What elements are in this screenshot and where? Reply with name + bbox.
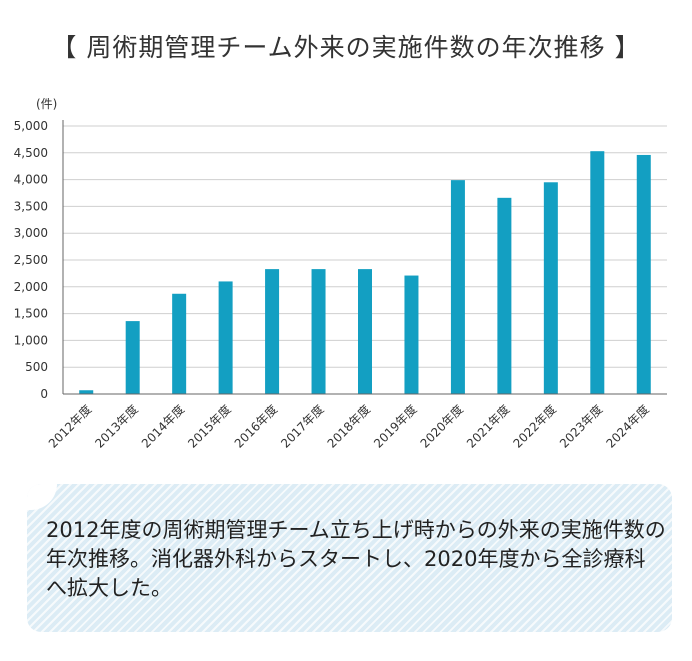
y-tick-label: 4,500 [14, 146, 48, 160]
y-tick-label: 5,000 [14, 119, 48, 133]
bar-2022年度 [543, 182, 558, 394]
bar-2021年度 [497, 197, 512, 394]
y-tick-label: 3,000 [14, 226, 48, 240]
x-tick-label: 2018年度 [324, 402, 373, 451]
y-tick-label: 2,500 [14, 253, 48, 267]
bar-2016年度 [265, 269, 280, 394]
x-tick-label: 2023年度 [556, 402, 605, 451]
x-tick-label: 2022年度 [510, 402, 559, 451]
x-tick-label: 2014年度 [138, 402, 187, 451]
x-tick-label: 2024年度 [603, 402, 652, 451]
bar-2024年度 [636, 154, 651, 394]
bar-chart: 0 500 1,000 1,500 2,000 2,500 3,000 3,500 4,000 4… [14, 97, 667, 451]
x-tick-label: 2021年度 [463, 402, 512, 451]
bar-2018年度 [358, 269, 372, 394]
bar-2017年度 [311, 269, 326, 394]
bar-2012年度 [79, 390, 94, 394]
y-unit-label: (件) [36, 97, 57, 111]
bar-2020年度 [450, 180, 465, 394]
bar-2014年度 [172, 293, 187, 394]
y-tick-label: 0 [40, 387, 48, 401]
x-tick-label: 2019年度 [370, 402, 419, 451]
bar-2015年度 [218, 281, 233, 394]
x-tick-label: 2012年度 [45, 402, 94, 451]
x-tick-label: 2016年度 [231, 402, 280, 451]
x-tick-label: 2020年度 [417, 402, 466, 451]
bar-2019年度 [404, 275, 419, 394]
chart-title: 【 周術期管理チーム外来の実施件数の年次推移 】 [51, 33, 641, 62]
caption-notch [27, 484, 57, 510]
y-tick-label: 500 [25, 360, 48, 374]
y-tick-label: 1,000 [14, 333, 48, 347]
y-tick-label: 3,500 [14, 199, 48, 213]
y-tick-label: 1,500 [14, 307, 48, 321]
x-tick-label: 2015年度 [185, 402, 234, 451]
caption-text: 2012年度の周術期管理チーム立ち上げ時からの外来の実施件数の年次推移。消化器外… [46, 518, 666, 600]
x-tick-label: 2013年度 [92, 402, 141, 451]
bar-2013年度 [125, 321, 140, 394]
caption-box: 2012年度の周術期管理チーム立ち上げ時からの外来の実施件数の年次推移。消化器外… [27, 484, 672, 632]
y-tick-label: 2,000 [14, 280, 48, 294]
y-tick-label: 4,000 [14, 173, 48, 187]
bar-2023年度 [590, 151, 605, 394]
x-tick-label: 2017年度 [277, 402, 326, 451]
